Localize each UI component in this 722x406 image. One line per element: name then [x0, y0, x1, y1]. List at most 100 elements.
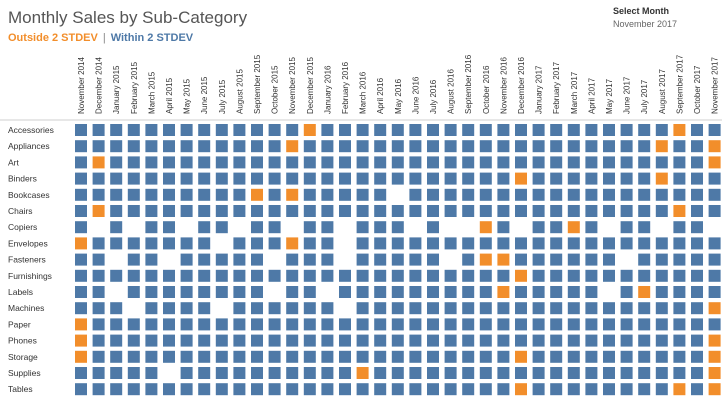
- cell-within-2-stdev[interactable]: [603, 140, 615, 153]
- cell-within-2-stdev[interactable]: [127, 237, 140, 250]
- cell-within-2-stdev[interactable]: [532, 205, 545, 217]
- cell-within-2-stdev[interactable]: [215, 221, 228, 234]
- cell-within-2-stdev[interactable]: [356, 205, 369, 217]
- cell-within-2-stdev[interactable]: [163, 188, 175, 201]
- cell-within-2-stdev[interactable]: [655, 156, 668, 169]
- cell-within-2-stdev[interactable]: [497, 318, 510, 331]
- cell-within-2-stdev[interactable]: [603, 253, 615, 266]
- cell-within-2-stdev[interactable]: [550, 237, 563, 250]
- cell-within-2-stdev[interactable]: [198, 350, 211, 363]
- cell-within-2-stdev[interactable]: [620, 318, 633, 331]
- cell-within-2-stdev[interactable]: [374, 253, 387, 266]
- cell-within-2-stdev[interactable]: [180, 156, 193, 169]
- cell-within-2-stdev[interactable]: [567, 124, 580, 136]
- cell-within-2-stdev[interactable]: [339, 350, 351, 363]
- cell-within-2-stdev[interactable]: [339, 188, 351, 201]
- cell-within-2-stdev[interactable]: [567, 172, 580, 185]
- cell-within-2-stdev[interactable]: [655, 334, 668, 347]
- cell-within-2-stdev[interactable]: [673, 269, 686, 282]
- cell-outside-2-stdev[interactable]: [708, 383, 721, 396]
- cell-within-2-stdev[interactable]: [673, 253, 686, 266]
- cell-within-2-stdev[interactable]: [427, 124, 439, 136]
- cell-within-2-stdev[interactable]: [673, 302, 686, 315]
- cell-within-2-stdev[interactable]: [198, 318, 211, 331]
- cell-within-2-stdev[interactable]: [391, 156, 404, 169]
- cell-within-2-stdev[interactable]: [321, 269, 334, 282]
- cell-within-2-stdev[interactable]: [180, 334, 193, 347]
- cell-within-2-stdev[interactable]: [198, 302, 211, 315]
- cell-within-2-stdev[interactable]: [233, 334, 246, 347]
- cell-within-2-stdev[interactable]: [603, 269, 615, 282]
- cell-within-2-stdev[interactable]: [550, 253, 563, 266]
- cell-within-2-stdev[interactable]: [620, 286, 633, 298]
- cell-within-2-stdev[interactable]: [251, 140, 263, 153]
- cell-within-2-stdev[interactable]: [462, 350, 475, 363]
- cell-within-2-stdev[interactable]: [462, 124, 475, 136]
- cell-within-2-stdev[interactable]: [127, 172, 140, 185]
- cell-within-2-stdev[interactable]: [638, 318, 651, 331]
- cell-within-2-stdev[interactable]: [374, 350, 387, 363]
- cell-within-2-stdev[interactable]: [497, 334, 510, 347]
- cell-within-2-stdev[interactable]: [110, 350, 123, 363]
- cell-within-2-stdev[interactable]: [479, 286, 492, 298]
- cell-within-2-stdev[interactable]: [180, 318, 193, 331]
- cell-within-2-stdev[interactable]: [427, 221, 439, 234]
- cell-within-2-stdev[interactable]: [374, 221, 387, 234]
- cell-within-2-stdev[interactable]: [127, 367, 140, 379]
- cell-within-2-stdev[interactable]: [532, 286, 545, 298]
- cell-within-2-stdev[interactable]: [198, 269, 211, 282]
- cell-within-2-stdev[interactable]: [356, 383, 369, 396]
- cell-within-2-stdev[interactable]: [374, 188, 387, 201]
- cell-within-2-stdev[interactable]: [374, 318, 387, 331]
- cell-within-2-stdev[interactable]: [198, 253, 211, 266]
- cell-within-2-stdev[interactable]: [180, 188, 193, 201]
- cell-within-2-stdev[interactable]: [198, 221, 211, 234]
- legend-within-label[interactable]: Within 2 STDEV: [110, 32, 194, 44]
- cell-within-2-stdev[interactable]: [110, 156, 123, 169]
- cell-within-2-stdev[interactable]: [339, 318, 351, 331]
- cell-within-2-stdev[interactable]: [638, 302, 651, 315]
- cell-within-2-stdev[interactable]: [497, 269, 510, 282]
- cell-within-2-stdev[interactable]: [444, 205, 457, 217]
- cell-within-2-stdev[interactable]: [427, 334, 439, 347]
- cell-outside-2-stdev[interactable]: [638, 286, 651, 298]
- cell-within-2-stdev[interactable]: [145, 188, 158, 201]
- cell-within-2-stdev[interactable]: [550, 302, 563, 315]
- cell-within-2-stdev[interactable]: [286, 286, 299, 298]
- cell-within-2-stdev[interactable]: [515, 237, 527, 250]
- cell-within-2-stdev[interactable]: [180, 172, 193, 185]
- cell-within-2-stdev[interactable]: [268, 124, 281, 136]
- cell-within-2-stdev[interactable]: [691, 286, 703, 298]
- cell-within-2-stdev[interactable]: [391, 367, 404, 379]
- cell-within-2-stdev[interactable]: [567, 318, 580, 331]
- cell-within-2-stdev[interactable]: [638, 188, 651, 201]
- cell-within-2-stdev[interactable]: [550, 205, 563, 217]
- cell-within-2-stdev[interactable]: [339, 124, 351, 136]
- cell-within-2-stdev[interactable]: [515, 286, 527, 298]
- cell-within-2-stdev[interactable]: [532, 172, 545, 185]
- cell-within-2-stdev[interactable]: [444, 172, 457, 185]
- cell-within-2-stdev[interactable]: [92, 140, 105, 153]
- cell-within-2-stdev[interactable]: [620, 302, 633, 315]
- cell-within-2-stdev[interactable]: [462, 253, 475, 266]
- cell-within-2-stdev[interactable]: [92, 124, 105, 136]
- cell-within-2-stdev[interactable]: [286, 269, 299, 282]
- cell-within-2-stdev[interactable]: [215, 286, 228, 298]
- cell-within-2-stdev[interactable]: [673, 140, 686, 153]
- cell-within-2-stdev[interactable]: [603, 124, 615, 136]
- cell-within-2-stdev[interactable]: [567, 334, 580, 347]
- cell-within-2-stdev[interactable]: [127, 253, 140, 266]
- cell-within-2-stdev[interactable]: [620, 237, 633, 250]
- cell-within-2-stdev[interactable]: [374, 334, 387, 347]
- cell-within-2-stdev[interactable]: [427, 205, 439, 217]
- cell-within-2-stdev[interactable]: [479, 269, 492, 282]
- cell-within-2-stdev[interactable]: [391, 269, 404, 282]
- cell-within-2-stdev[interactable]: [198, 188, 211, 201]
- cell-within-2-stdev[interactable]: [180, 302, 193, 315]
- cell-within-2-stdev[interactable]: [550, 221, 563, 234]
- cell-within-2-stdev[interactable]: [286, 205, 299, 217]
- cell-within-2-stdev[interactable]: [163, 140, 175, 153]
- cell-within-2-stdev[interactable]: [321, 156, 334, 169]
- cell-within-2-stdev[interactable]: [374, 367, 387, 379]
- cell-within-2-stdev[interactable]: [497, 350, 510, 363]
